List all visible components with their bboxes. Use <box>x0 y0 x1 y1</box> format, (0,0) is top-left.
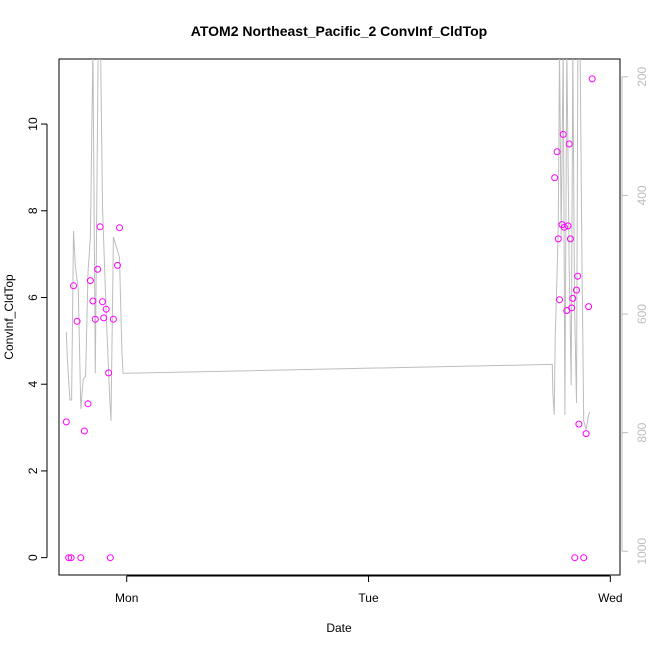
plot-frame <box>58 58 621 576</box>
data-point <box>109 315 117 323</box>
data-point <box>566 235 574 243</box>
series-points <box>62 75 596 562</box>
data-point <box>554 235 562 243</box>
y2-tick-label: 600 <box>635 304 649 324</box>
x-tick-label: Mon <box>115 591 138 605</box>
data-point <box>96 223 104 231</box>
data-point <box>102 305 110 313</box>
y-tick-label: 6 <box>26 294 40 301</box>
data-point <box>94 265 102 273</box>
data-point <box>80 427 88 435</box>
y-axis-label: ConvInf_CldTop <box>2 274 16 360</box>
y-tick-label: 0 <box>26 554 40 561</box>
x-tick-label: Tue <box>358 591 379 605</box>
data-point <box>565 140 573 148</box>
data-point <box>91 315 99 323</box>
y2-axis: 200 400 600 800 1000 <box>621 66 649 565</box>
y-tick-label: 4 <box>26 381 40 388</box>
data-point <box>580 554 588 562</box>
data-point <box>569 294 577 302</box>
data-point <box>556 296 563 304</box>
line-series <box>65 59 591 430</box>
data-point <box>67 554 75 562</box>
y-tick-label: 10 <box>26 117 40 131</box>
series-line <box>65 59 591 430</box>
y-axis: 0 2 4 6 8 10 <box>26 117 48 561</box>
y2-tick-label: 800 <box>635 422 649 442</box>
data-point <box>560 223 568 231</box>
data-point <box>70 282 77 290</box>
data-point <box>571 554 579 562</box>
data-point <box>114 261 121 269</box>
x-tick-label: Wed <box>598 591 622 605</box>
data-point <box>582 430 590 438</box>
chart-title: ATOM2 Northeast_Pacific_2 ConvInf_CldTop <box>191 23 487 39</box>
data-point <box>84 400 92 408</box>
data-point <box>551 174 559 182</box>
data-point <box>100 314 108 322</box>
data-point <box>575 420 583 428</box>
data-point <box>564 222 572 230</box>
data-point <box>99 298 106 306</box>
y2-tick-label: 400 <box>635 185 649 205</box>
data-point <box>62 418 70 426</box>
y2-tick-label: 200 <box>635 66 649 86</box>
data-point <box>86 277 94 285</box>
x-axis: Mon Tue Wed <box>115 575 623 605</box>
y-tick-label: 2 <box>26 467 40 474</box>
data-point <box>574 272 582 280</box>
data-point <box>77 554 85 562</box>
y-tick-label: 8 <box>26 207 40 214</box>
data-point <box>568 304 576 312</box>
data-point <box>73 317 81 325</box>
x-axis-label: Date <box>326 621 352 635</box>
data-point <box>588 75 596 83</box>
y2-tick-label: 1000 <box>635 538 649 565</box>
data-point <box>106 554 114 562</box>
data-point <box>573 286 580 294</box>
data-point <box>585 303 593 311</box>
data-point <box>553 148 561 156</box>
data-point <box>559 130 567 138</box>
data-point <box>89 297 97 305</box>
data-point <box>116 224 123 232</box>
data-point <box>65 554 73 562</box>
data-point <box>105 369 113 377</box>
